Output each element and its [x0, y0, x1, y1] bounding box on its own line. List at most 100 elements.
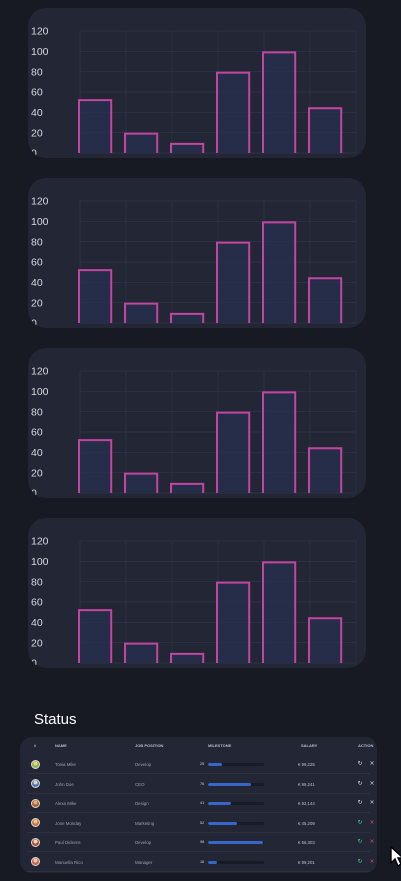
y-tick-label: 40: [31, 277, 43, 289]
close-icon[interactable]: ×: [369, 818, 375, 826]
y-tick-label: 40: [31, 617, 43, 629]
employee-name: Paul Dickens: [55, 840, 81, 845]
bar-chart: 0 20 40 60 80 100 120: [31, 26, 357, 158]
close-icon[interactable]: ×: [369, 838, 375, 845]
salary-value: € 92,144: [298, 801, 315, 806]
y-tick-label: 120: [31, 26, 49, 38]
bar: [308, 107, 343, 153]
column-milestone: Milestone: [208, 743, 232, 748]
bar: [216, 411, 251, 493]
avatar: [31, 857, 40, 866]
avatar: [31, 798, 40, 808]
avatar: [31, 779, 40, 788]
y-tick-label: 60: [31, 257, 43, 269]
bar: [170, 142, 205, 153]
bar: [124, 132, 159, 153]
column-action: Action: [358, 743, 374, 748]
row-divider: [27, 851, 370, 852]
bar: [124, 642, 159, 663]
bar: [170, 312, 205, 323]
milestone-value: 16: [200, 859, 205, 864]
y-tick-label: 120: [31, 536, 49, 548]
table-row: John Doe CEO 76 € 99,241 ↻ ×: [20, 775, 377, 794]
employee-name: Tonia Mike: [55, 762, 76, 767]
y-tick-label: 0: [31, 148, 37, 158]
table-header: # Name Job Position Milestone Salary Act…: [20, 737, 377, 755]
bar-chart: 0 20 40 60 80 100 120: [31, 536, 357, 668]
y-tick-label: 20: [31, 297, 43, 309]
avatar: [31, 759, 40, 769]
y-tick-label: 60: [31, 597, 43, 609]
row-divider: [27, 870, 370, 872]
y-tick-label: 100: [31, 386, 49, 398]
salary-value: € 99,201: [298, 859, 315, 865]
bar: [216, 71, 251, 153]
milestone-progress-fill: [208, 860, 217, 864]
salary-value: € 66,303: [298, 840, 315, 845]
refresh-icon[interactable]: ↻: [357, 818, 363, 826]
bar-chart-card: 0 20 40 60 80 100 120: [28, 178, 366, 328]
status-title: Status: [34, 711, 77, 728]
refresh-icon[interactable]: ↻: [357, 760, 363, 767]
y-tick-label: 100: [31, 216, 49, 228]
milestone-progress-fill: [208, 821, 238, 825]
y-tick-label: 0: [31, 658, 37, 668]
bar: [262, 221, 297, 323]
employee-name: John Doe: [55, 781, 74, 787]
refresh-icon[interactable]: ↻: [357, 857, 363, 865]
salary-value: € 99,241: [298, 781, 315, 787]
bar: [262, 391, 297, 493]
milestone-progress-fill: [208, 763, 222, 766]
table-row: Paul Dickens Develop 98 € 66,303 ↻ ×: [20, 833, 377, 852]
y-tick-label: 20: [31, 467, 43, 479]
employee-name: Manuella Rico: [55, 859, 83, 865]
close-icon[interactable]: ×: [369, 760, 375, 767]
y-tick-label: 20: [31, 127, 43, 139]
y-tick-label: 0: [31, 318, 37, 328]
bar: [170, 482, 205, 493]
bar: [78, 269, 113, 323]
column-salary: Salary: [301, 743, 318, 748]
job-position: Manager: [135, 859, 153, 865]
y-tick-label: 60: [31, 427, 43, 439]
row-divider: [27, 773, 370, 774]
milestone-progress-fill: [208, 802, 231, 805]
milestone-value: 98: [200, 840, 205, 844]
y-tick-label: 120: [31, 366, 49, 378]
salary-value: € 45,209: [298, 820, 315, 826]
bar: [78, 609, 113, 663]
bar: [308, 447, 343, 493]
milestone-progress-fill: [208, 841, 263, 844]
employee-name: Alexa Mike: [55, 801, 77, 806]
bar: [78, 99, 113, 153]
refresh-icon[interactable]: ↻: [357, 838, 363, 845]
y-tick-label: 60: [31, 87, 43, 99]
y-tick-label: 100: [31, 46, 49, 58]
column-name: Name: [55, 743, 67, 748]
row-divider: [27, 831, 370, 833]
column-job-position: Job Position: [135, 743, 164, 748]
milestone-progress-bar: [208, 860, 264, 864]
salary-value: € 99,225: [298, 762, 315, 767]
milestone-value: 52: [200, 820, 205, 825]
refresh-icon[interactable]: ↻: [357, 799, 363, 806]
bar-chart-card: 0 20 40 60 80 100 120: [28, 518, 366, 668]
status-table: # Name Job Position Milestone Salary Act…: [20, 737, 377, 873]
close-icon[interactable]: ×: [369, 799, 375, 806]
milestone-progress-bar: [208, 763, 264, 766]
close-icon[interactable]: ×: [369, 857, 375, 865]
bar: [308, 617, 343, 663]
bar: [216, 581, 251, 663]
y-tick-label: 120: [31, 196, 49, 208]
milestone-progress-bar: [208, 782, 264, 786]
bar: [78, 439, 113, 493]
bar: [124, 302, 159, 323]
job-position: Marketing: [135, 820, 155, 826]
milestone-value: 41: [200, 801, 205, 805]
refresh-icon[interactable]: ↻: [357, 779, 363, 787]
y-tick-label: 0: [31, 488, 37, 498]
milestone-progress-bar: [208, 802, 264, 805]
close-icon[interactable]: ×: [369, 779, 375, 787]
milestone-value: 76: [200, 781, 205, 786]
